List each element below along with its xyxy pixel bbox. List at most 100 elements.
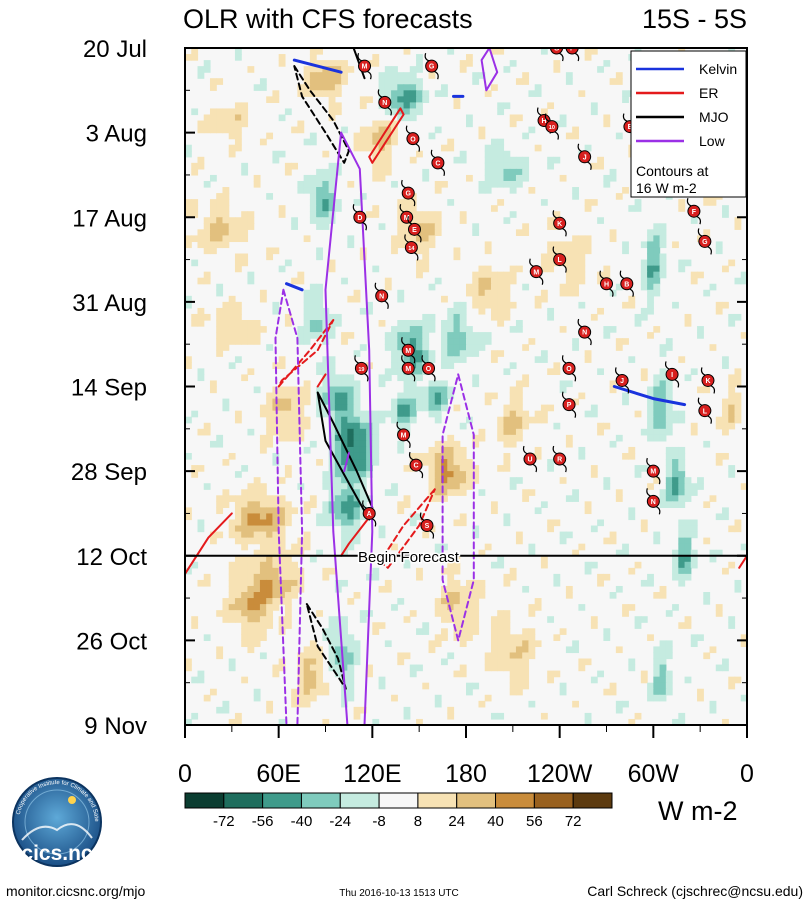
anomaly-cell [478,344,486,351]
anomaly-cell [228,658,236,666]
anomaly-cell [241,640,249,648]
anomaly-cell [553,156,561,164]
anomaly-cell [515,652,523,660]
anomaly-cell [303,537,311,545]
storm-label: I [671,372,673,379]
anomaly-cell [347,543,355,551]
anomaly-cell [359,422,367,430]
anomaly-cell [334,519,342,527]
anomaly-cell [722,410,729,418]
anomaly-cell [403,380,411,388]
anomaly-cell [453,307,461,315]
anomaly-cell [459,483,467,490]
anomaly-cell [528,610,536,617]
anomaly-cell [728,616,736,623]
anomaly-cell [678,543,686,551]
storm-marker: M [396,421,411,449]
storm-label: C [414,463,419,470]
wave-contour-er [738,554,747,569]
anomaly-cell [259,289,267,297]
anomaly-cell [309,501,317,508]
anomaly-cell [509,634,517,641]
anomaly-cell [584,54,592,61]
anomaly-cell [347,634,355,641]
anomaly-cell [441,332,448,339]
anomaly-cell [472,531,480,539]
anomaly-cell [253,604,261,611]
anomaly-cell [241,332,249,339]
anomaly-cell [734,585,742,593]
anomaly-cell [515,428,523,436]
anomaly-cell [284,567,292,575]
anomaly-cell [728,622,736,629]
anomaly-cell [403,320,411,327]
anomaly-cell [359,513,367,521]
anomaly-cell [578,277,586,285]
anomaly-cell [259,78,267,85]
anomaly-cell [397,410,405,418]
anomaly-cell [565,585,573,593]
anomaly-cell [441,489,448,496]
colorbar-swatch [223,792,264,809]
anomaly-cell [309,187,317,194]
anomaly-cell [203,120,211,128]
anomaly-cell [378,682,386,690]
anomaly-cell [509,386,517,394]
anomaly-cell [234,519,242,527]
anomaly-cell [490,313,498,321]
anomaly-cell [209,386,217,394]
anomaly-cell [197,162,205,170]
anomaly-cell [590,471,598,478]
anomaly-cell [416,265,423,273]
anomaly-cell [253,525,261,533]
anomaly-cell [609,380,617,388]
anomaly-cell [466,174,473,182]
anomaly-cell [484,543,492,551]
anomaly-cell [441,362,448,369]
anomaly-cell [259,585,267,593]
anomaly-cell [266,519,274,527]
anomaly-cell [653,676,661,684]
anomaly-cell [503,174,511,182]
anomaly-cell [659,344,667,351]
anomaly-cell [253,640,261,648]
anomaly-cell [497,277,505,285]
anomaly-cell [372,718,380,725]
anomaly-cell [341,616,348,623]
anomaly-cell [684,676,692,684]
anomaly-cell [459,616,467,623]
anomaly-cell [191,235,199,243]
anomaly-cell [622,247,629,255]
anomaly-cell [259,519,267,527]
anomaly-cell [259,483,267,490]
anomaly-cell [328,398,336,406]
anomaly-cell [316,459,323,466]
anomaly-cell [565,646,573,654]
storm-icon [562,398,576,412]
anomaly-cell [378,410,386,418]
anomaly-cell [222,616,230,623]
anomaly-cell [372,120,380,128]
anomaly-cell [228,326,236,333]
anomaly-cell [303,670,311,678]
anomaly-cell [453,579,461,587]
anomaly-cell [403,495,411,502]
wave-contour-er [277,319,335,388]
anomaly-cell [234,410,242,418]
anomaly-cell [684,549,692,557]
anomaly-cell [316,193,323,200]
anomaly-cell [372,434,380,442]
anomaly-cell [622,700,629,708]
anomaly-cell [715,549,723,557]
anomaly-cell [322,368,330,376]
storm-marker: J [615,367,630,394]
anomaly-cell [328,108,336,116]
anomaly-cell [740,634,747,641]
anomaly-cell [191,320,199,327]
anomaly-cell [328,422,336,430]
anomaly-cell [328,199,336,206]
anomaly-cell [309,320,317,327]
anomaly-cell [228,604,236,611]
anomaly-cell [203,235,211,243]
